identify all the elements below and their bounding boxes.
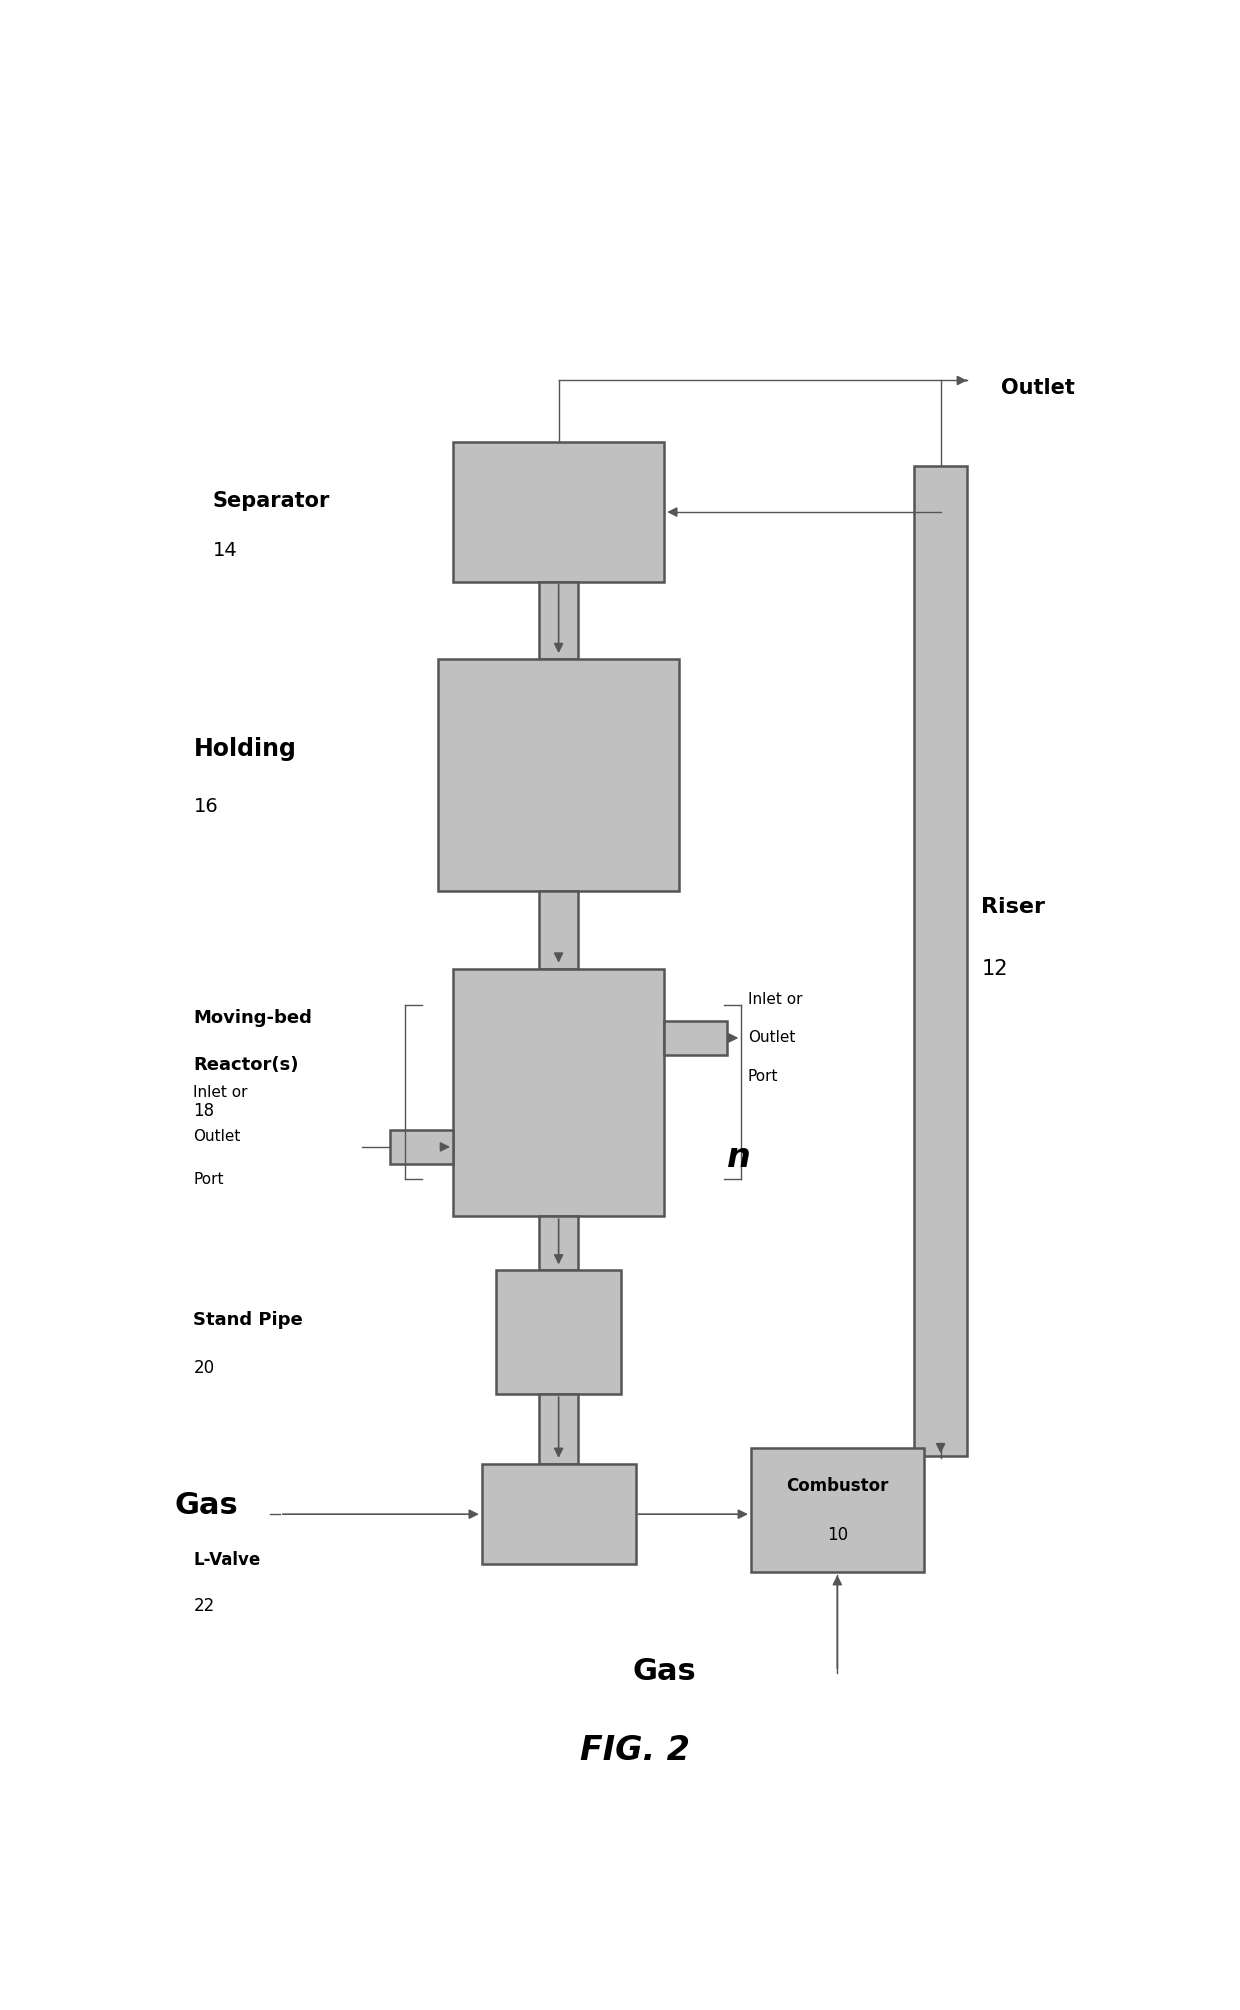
Bar xyxy=(751,1449,924,1572)
Text: Moving-bed: Moving-bed xyxy=(193,1009,312,1027)
Text: Outlet: Outlet xyxy=(193,1128,241,1144)
Bar xyxy=(453,969,665,1216)
Text: Holding: Holding xyxy=(193,738,296,762)
Text: FIG. 2: FIG. 2 xyxy=(580,1735,691,1767)
Text: 20: 20 xyxy=(193,1359,215,1377)
Text: L-Valve: L-Valve xyxy=(193,1552,260,1570)
Bar xyxy=(439,659,678,890)
Text: Outlet: Outlet xyxy=(748,1031,795,1045)
Text: Stand Pipe: Stand Pipe xyxy=(193,1311,304,1329)
Bar xyxy=(539,581,578,659)
Text: Riser: Riser xyxy=(982,896,1045,917)
Text: 10: 10 xyxy=(827,1526,848,1544)
Bar xyxy=(539,890,578,969)
Text: Inlet or: Inlet or xyxy=(193,1085,248,1099)
Text: Port: Port xyxy=(193,1172,224,1188)
Text: n: n xyxy=(727,1142,750,1174)
Bar xyxy=(481,1463,635,1564)
Text: Inlet or: Inlet or xyxy=(748,991,802,1007)
Text: 14: 14 xyxy=(213,541,237,561)
Text: Outlet: Outlet xyxy=(1001,378,1075,398)
Bar xyxy=(914,466,967,1455)
Bar xyxy=(391,1130,453,1164)
Text: 22: 22 xyxy=(193,1598,215,1616)
Text: Reactor(s): Reactor(s) xyxy=(193,1055,299,1073)
Text: 16: 16 xyxy=(193,796,218,816)
Text: Gas: Gas xyxy=(174,1491,238,1520)
Bar xyxy=(539,1395,578,1463)
Bar xyxy=(665,1021,727,1055)
Bar xyxy=(496,1270,621,1395)
Bar xyxy=(453,442,665,581)
Text: Port: Port xyxy=(748,1069,779,1083)
Bar xyxy=(539,1216,578,1270)
Text: Combustor: Combustor xyxy=(786,1477,889,1495)
Text: Gas: Gas xyxy=(632,1658,696,1686)
Text: 12: 12 xyxy=(982,959,1008,979)
Text: Separator: Separator xyxy=(213,490,330,511)
Text: 18: 18 xyxy=(193,1101,215,1120)
